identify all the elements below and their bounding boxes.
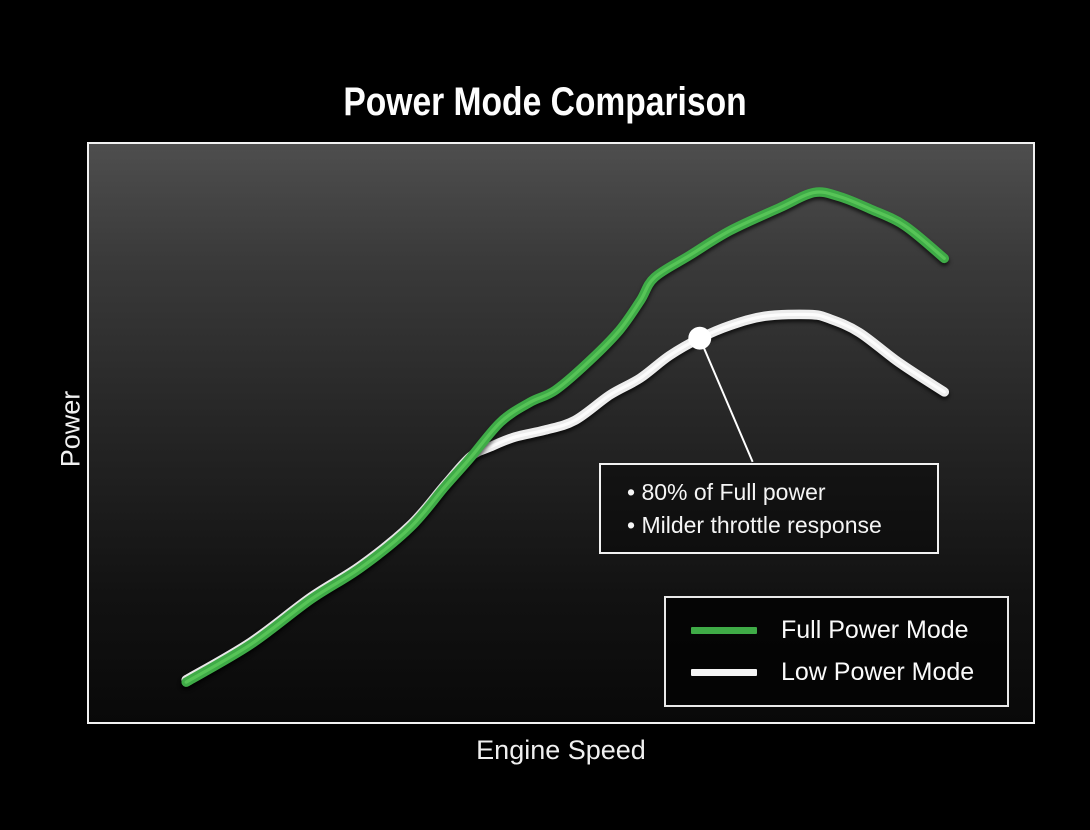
full-power-mode-curve-highlight xyxy=(184,190,946,684)
legend-item-full-power: Full Power Mode xyxy=(691,616,1007,645)
annotation-line-1: • 80% of Full power xyxy=(627,479,826,505)
full-power-line-swatch xyxy=(691,627,757,634)
annotation-line-2: • Milder throttle response xyxy=(627,512,882,538)
low-power-line-swatch xyxy=(691,669,757,676)
legend-label-full-power: Full Power Mode xyxy=(781,616,969,644)
callout-connector-line xyxy=(698,337,754,463)
plot-area: • 80% of Full power • Milder throttle re… xyxy=(87,142,1035,724)
chart-title: Power Mode Comparison xyxy=(343,80,747,124)
y-axis-label: Power xyxy=(55,390,86,468)
annotation-box: • 80% of Full power • Milder throttle re… xyxy=(599,463,939,554)
x-axis-label: Engine Speed xyxy=(476,735,646,765)
legend: Full Power Mode Low Power Mode xyxy=(664,596,1009,707)
chart-svg xyxy=(181,187,950,687)
legend-label-low-power: Low Power Mode xyxy=(781,658,975,686)
low-power-dot xyxy=(688,326,712,350)
legend-item-low-power: Low Power Mode xyxy=(691,658,1007,687)
